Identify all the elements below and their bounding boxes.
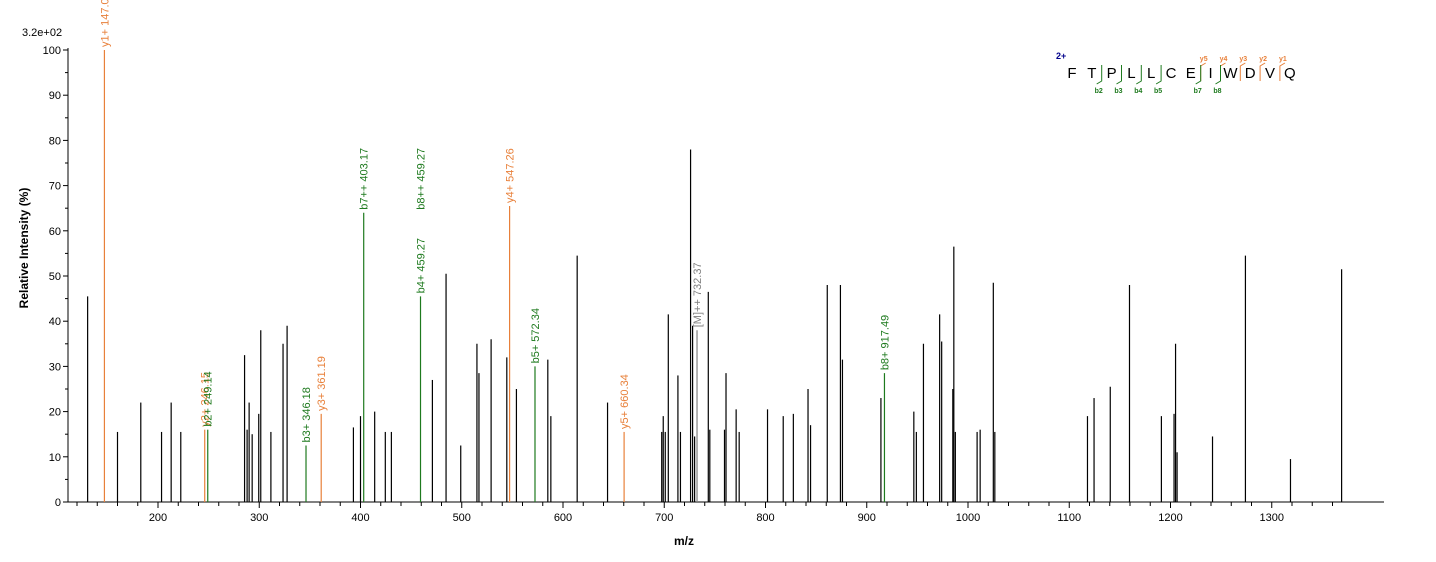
peak-label-b: b7++ 403.17 <box>359 148 371 210</box>
y-tick-label: 60 <box>49 226 61 238</box>
y-ion-label: y2 <box>1259 56 1267 63</box>
b-ion-bracket <box>1096 65 1103 85</box>
b-ion-bracket <box>1136 65 1142 85</box>
peak-label-y: y1+ 147.08 <box>99 0 111 47</box>
y-tick-label: 30 <box>49 361 61 373</box>
y-ion-bracket <box>1259 62 1266 81</box>
residue: I <box>1209 65 1213 82</box>
b-ion-label: b3 <box>1114 88 1122 95</box>
charge-state: 2+ <box>1056 51 1066 61</box>
y-ion-label: y3 <box>1239 56 1247 63</box>
y-ion-bracket <box>1200 62 1206 81</box>
x-axis: 200 300 400 500 600 700 800 900 1000 1100 1200 1300 <box>68 501 1384 524</box>
residue: P <box>1107 65 1117 82</box>
b-ion-label: b7 <box>1194 88 1202 95</box>
y-ion-bracket <box>1279 62 1286 81</box>
y-ion-bracket <box>1239 62 1246 81</box>
x-tick-label: 1200 <box>1158 512 1182 524</box>
peak-label-precursor: [M]++ 732.37 <box>692 262 704 327</box>
x-tick-label: 700 <box>655 512 673 524</box>
residue: D <box>1245 65 1256 82</box>
x-tick-label: 500 <box>453 512 471 524</box>
x-tick-label: 600 <box>554 512 572 524</box>
y-axis: 0 10 20 30 40 50 60 70 80 90 100 <box>43 45 69 509</box>
y-axis-title: Relative Intensity (%) <box>17 188 31 309</box>
x-tick-label: 1000 <box>956 512 980 524</box>
b-ion-bracket <box>1195 65 1202 85</box>
residue: L <box>1127 65 1135 82</box>
peaks-layer <box>87 50 1343 502</box>
y-tick-label: 10 <box>49 452 61 464</box>
peak-label-y: y2+ 246.15 <box>200 372 212 427</box>
residue: C <box>1166 65 1177 82</box>
max-intensity-label: 3.2e+02 <box>22 27 62 39</box>
b-ion-label: b8 <box>1213 88 1221 95</box>
peak-label-y: y4+ 547.26 <box>505 148 517 203</box>
x-tick-label: 1300 <box>1260 512 1284 524</box>
y-tick-label: 70 <box>49 181 61 193</box>
residue: F <box>1067 65 1076 82</box>
b-ion-bracket <box>1116 65 1122 85</box>
x-tick-label: 800 <box>756 512 774 524</box>
y-tick-label: 0 <box>55 497 61 509</box>
y-tick-label: 100 <box>43 45 61 57</box>
x-tick-label: 1100 <box>1057 512 1081 524</box>
peak-label-b: b5+ 572.34 <box>530 308 542 363</box>
b-ion-label: b2 <box>1095 88 1103 95</box>
x-tick-label: 400 <box>351 512 369 524</box>
residue: T <box>1087 65 1096 82</box>
y-tick-label: 90 <box>49 90 61 102</box>
residue: W <box>1223 65 1238 82</box>
y-tick-label: 20 <box>49 407 61 419</box>
peak-label-b: b8+ 917.49 <box>879 315 891 370</box>
residue: L <box>1147 65 1155 82</box>
peak-label-b: b4+ 459.27 <box>416 238 428 293</box>
residue: E <box>1186 65 1196 82</box>
x-axis-title: m/z <box>674 534 694 548</box>
peak-label-y: y5+ 660.34 <box>619 374 631 429</box>
b-ion-bracket <box>1155 65 1162 85</box>
x-tick-label: 200 <box>149 512 167 524</box>
y-ion-label: y4 <box>1220 56 1228 63</box>
y-tick-label: 80 <box>49 135 61 147</box>
peak-label-y: y3+ 361.19 <box>316 356 328 411</box>
y-tick-label: 40 <box>49 316 61 328</box>
x-tick-label: 300 <box>250 512 268 524</box>
residue: V <box>1265 65 1275 82</box>
x-tick-label: 900 <box>858 512 876 524</box>
b-ion-label: b5 <box>1154 88 1162 95</box>
peak-label-b: b2+ 249.14 <box>203 371 215 426</box>
y-ion-label: y1 <box>1279 56 1287 63</box>
y-tick-label: 50 <box>49 271 61 283</box>
b-ion-bracket <box>1215 65 1221 85</box>
residue: Q <box>1284 65 1296 82</box>
peak-label-b: b3+ 346.18 <box>301 387 313 442</box>
b-ion-label: b4 <box>1134 88 1142 95</box>
y-ion-label: y5 <box>1200 56 1208 63</box>
peak-label-b: b8++ 459.27 <box>416 148 428 210</box>
